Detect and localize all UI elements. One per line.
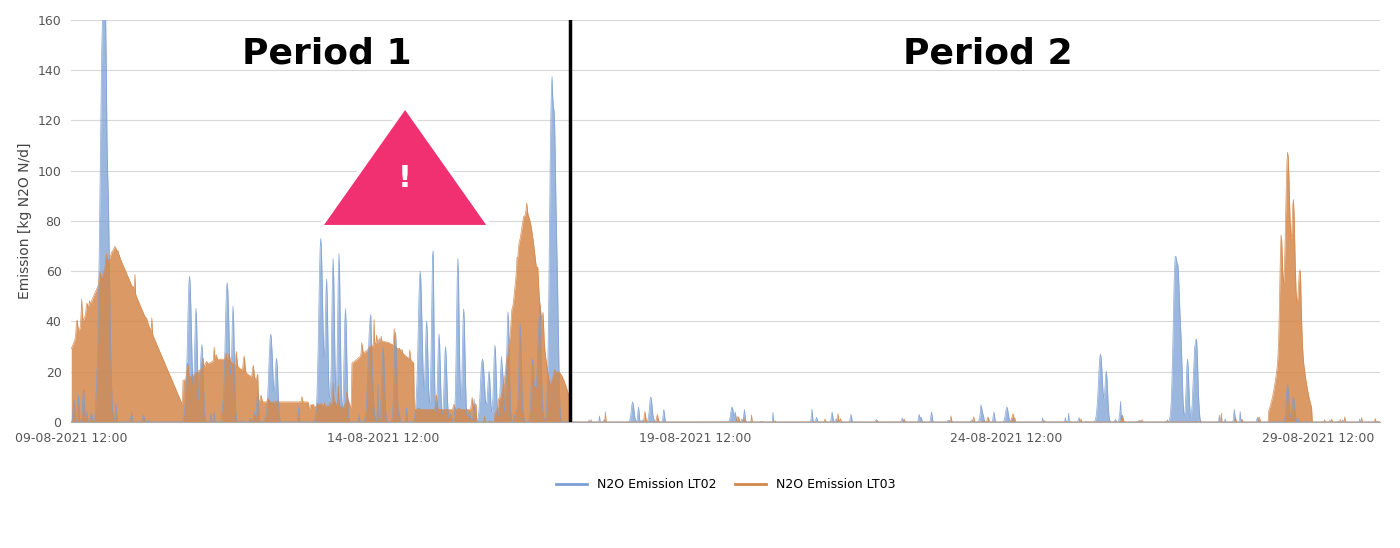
Polygon shape [321,106,490,227]
Text: !: ! [398,164,412,193]
Y-axis label: Emission [kg N2O N/d]: Emission [kg N2O N/d] [18,142,32,299]
Text: Period 2: Period 2 [903,36,1072,70]
Legend: N2O Emission LT02, N2O Emission LT03: N2O Emission LT02, N2O Emission LT03 [550,473,902,496]
Text: Period 1: Period 1 [242,36,412,70]
